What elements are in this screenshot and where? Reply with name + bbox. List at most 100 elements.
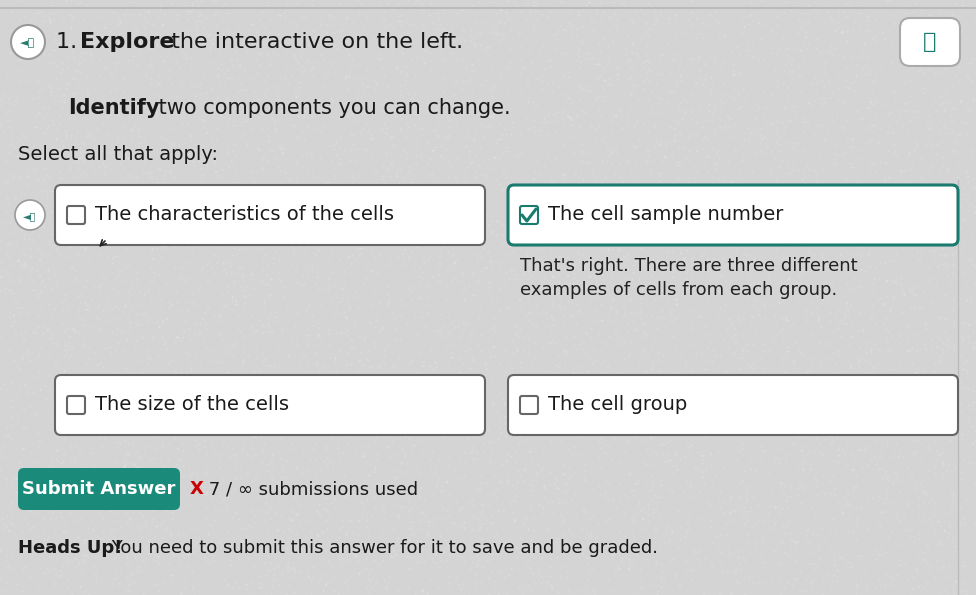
Point: [582, 55, 597, 64]
Point: [700, 267, 715, 276]
Point: [671, 173, 687, 183]
Point: [754, 112, 770, 121]
Point: [493, 68, 508, 77]
Point: [892, 279, 908, 289]
Point: [330, 589, 346, 595]
Point: [363, 134, 379, 144]
Point: [347, 550, 363, 559]
Point: [307, 469, 323, 478]
Point: [436, 99, 452, 108]
Point: [187, 487, 203, 496]
Point: [427, 126, 443, 135]
Point: [922, 118, 938, 128]
Point: [745, 411, 760, 421]
Point: [932, 194, 948, 203]
Point: [559, 286, 575, 295]
Point: [367, 411, 383, 420]
Point: [43, 284, 59, 294]
Point: [62, 508, 78, 518]
Point: [574, 223, 590, 233]
Point: [162, 186, 178, 196]
Point: [187, 469, 203, 478]
Point: [790, 228, 805, 238]
Point: [582, 352, 597, 361]
Point: [584, 17, 599, 26]
Point: [854, 326, 870, 336]
Point: [939, 259, 955, 269]
Point: [29, 457, 45, 466]
Point: [378, 128, 393, 137]
Point: [888, 277, 904, 287]
Point: [332, 113, 347, 123]
Point: [688, 259, 704, 268]
Point: [758, 237, 774, 246]
Point: [830, 577, 845, 586]
Point: [143, 244, 159, 253]
Point: [148, 243, 164, 252]
Point: [171, 141, 186, 151]
Point: [305, 71, 321, 80]
Point: [69, 173, 85, 182]
Point: [252, 578, 267, 587]
Point: [925, 503, 941, 513]
Point: [772, 133, 788, 142]
Point: [146, 473, 162, 483]
Point: [543, 467, 558, 477]
Point: [104, 304, 120, 314]
Point: [421, 10, 436, 20]
Point: [606, 262, 622, 272]
Point: [738, 45, 753, 55]
Point: [924, 20, 940, 30]
Point: [645, 401, 661, 411]
Point: [81, 89, 97, 99]
Point: [575, 506, 590, 516]
Point: [199, 129, 215, 138]
Point: [485, 397, 501, 406]
Point: [175, 107, 190, 117]
Point: [960, 171, 976, 181]
Point: [194, 255, 210, 265]
Point: [203, 390, 219, 399]
Point: [774, 392, 790, 402]
Point: [751, 579, 766, 588]
Point: [309, 324, 325, 333]
Point: [341, 574, 356, 584]
Point: [43, 488, 59, 497]
Point: [548, 537, 563, 547]
Point: [807, 210, 823, 220]
Point: [860, 12, 875, 22]
Point: [872, 464, 887, 474]
Point: [287, 566, 303, 575]
Point: [442, 549, 458, 559]
Point: [695, 459, 711, 468]
Point: [626, 557, 641, 566]
Point: [300, 264, 315, 274]
Point: [926, 525, 942, 535]
Point: [321, 340, 337, 350]
Point: [667, 450, 682, 460]
Point: [239, 47, 255, 57]
Point: [795, 466, 811, 475]
Point: [845, 162, 861, 172]
Point: [684, 253, 700, 262]
Point: [450, 435, 466, 444]
Point: [43, 208, 59, 217]
Point: [561, 524, 577, 534]
Point: [780, 370, 795, 380]
Point: [39, 188, 55, 198]
Point: [733, 101, 749, 111]
Point: [456, 358, 471, 368]
Point: [814, 450, 830, 459]
Point: [227, 340, 243, 350]
Point: [61, 242, 77, 252]
Point: [664, 526, 679, 536]
Point: [783, 295, 798, 304]
Point: [772, 454, 788, 464]
Point: [403, 446, 419, 455]
Point: [397, 79, 413, 89]
Point: [468, 578, 484, 587]
Point: [870, 220, 885, 229]
Point: [403, 55, 419, 64]
Point: [903, 423, 918, 433]
Point: [745, 409, 760, 418]
